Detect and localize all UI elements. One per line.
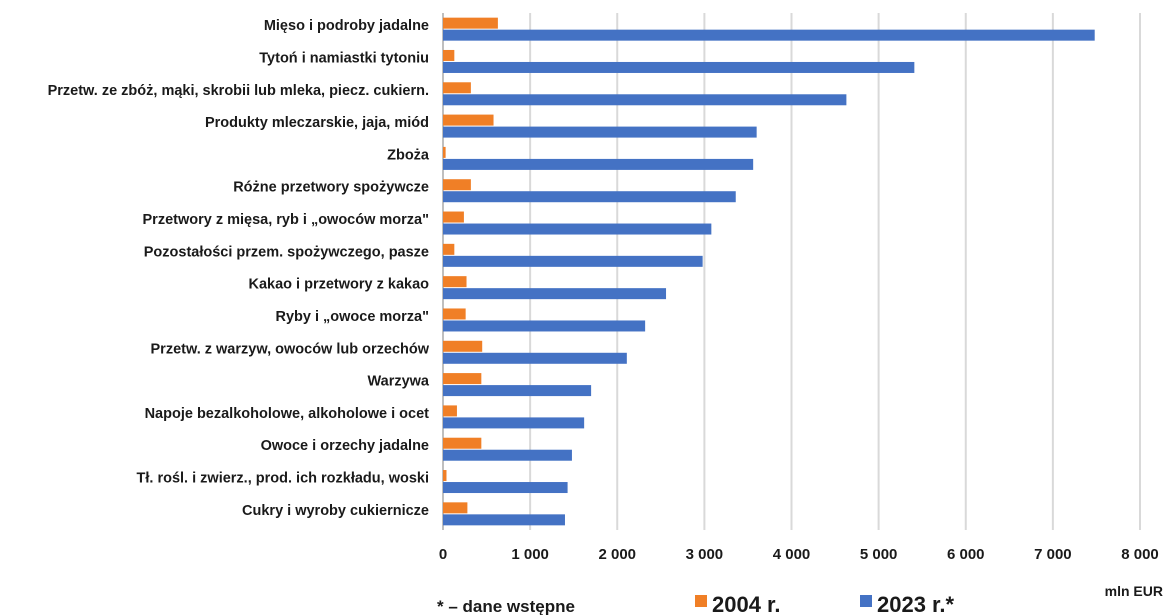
bar-2023 — [443, 191, 736, 203]
category-label: Owoce i orzechy jadalne — [261, 438, 429, 454]
bar-2023 — [443, 449, 572, 461]
bar-2023 — [443, 385, 592, 397]
category-labels: Mięso i podroby jadalne Tytoń i namiastki… — [48, 18, 430, 519]
x-tick-label: 3 000 — [686, 546, 724, 563]
bar-2004 — [443, 437, 482, 449]
bar-2004 — [443, 243, 455, 255]
x-tick-label: 1 000 — [511, 546, 549, 563]
x-tick-label: 2 000 — [598, 546, 636, 563]
category-label: Różne przetwory spożywcze — [233, 180, 429, 196]
bar-2004 — [443, 308, 466, 320]
bar-2004 — [443, 49, 455, 61]
category-label: Przetw. z warzyw, owoców lub orzechów — [151, 341, 430, 357]
category-label: Kakao i przetwory z kakao — [248, 277, 429, 293]
legend-swatch-2004 — [695, 595, 707, 607]
category-label: Pozostałości przem. spożywczego, pasze — [144, 244, 429, 260]
bar-2023 — [443, 417, 585, 429]
bar-2023 — [443, 255, 703, 267]
legend-label-2004: 2004 r. — [712, 592, 781, 615]
x-tick-labels: 0 1 000 2 000 3 000 4 000 5 000 6 000 7 000 8 00… — [439, 546, 1159, 563]
category-label: Produkty mleczarskie, jaja, miód — [205, 115, 429, 131]
bar-2004 — [443, 211, 464, 223]
category-label: Przetw. ze zbóż, mąki, skrobii lub mleka… — [48, 83, 429, 99]
footnote: * – dane wstępne — [437, 597, 575, 615]
legend-label-2023: 2023 r.* — [877, 592, 955, 615]
bar-2023 — [443, 158, 754, 170]
bar-2023 — [443, 126, 757, 138]
bar-2004 — [443, 470, 447, 482]
bar-2004 — [443, 276, 467, 288]
x-tick-label: 7 000 — [1034, 546, 1072, 563]
category-label: Tytoń i namiastki tytoniu — [259, 50, 429, 66]
bar-2004 — [443, 179, 471, 191]
category-label: Napoje bezalkoholowe, alkoholowe i ocet — [145, 406, 430, 422]
category-label: Zboża — [387, 147, 430, 163]
bar-2004 — [443, 373, 482, 385]
bar-2004 — [443, 17, 498, 29]
category-label: Tł. rośl. i zwierz., prod. ich rozkładu,… — [137, 471, 429, 487]
category-label: Warzywa — [367, 374, 429, 390]
x-tick-label: 4 000 — [773, 546, 811, 563]
bar-2023 — [443, 288, 667, 300]
x-tick-label: 6 000 — [947, 546, 985, 563]
legend-swatch-2023 — [860, 595, 872, 607]
category-label: Mięso i podroby jadalne — [264, 18, 429, 34]
bar-2023 — [443, 352, 627, 364]
bar-2004 — [443, 146, 446, 158]
bar-2023 — [443, 482, 568, 494]
bar-2023 — [443, 223, 712, 235]
bar-2023 — [443, 29, 1095, 41]
legend: 2004 r. 2023 r.* — [695, 592, 955, 615]
category-label: Przetwory z mięsa, ryb i „owoców morza" — [143, 212, 429, 228]
bar-2023 — [443, 514, 565, 526]
bar-2004 — [443, 114, 494, 126]
bar-2004 — [443, 340, 483, 352]
bar-2023 — [443, 320, 646, 332]
bar-2004 — [443, 502, 468, 514]
category-label: Ryby i „owoce morza" — [275, 309, 429, 325]
bar-2023 — [443, 94, 847, 106]
bars — [443, 17, 1095, 526]
x-tick-label: 0 — [439, 546, 447, 563]
bar-2004 — [443, 82, 471, 94]
category-label: Cukry i wyroby cukiernicze — [242, 503, 429, 519]
bar-2004 — [443, 405, 457, 417]
x-tick-label: 5 000 — [860, 546, 898, 563]
x-axis-unit-label: mln EUR — [1105, 583, 1163, 599]
bar-2023 — [443, 61, 915, 73]
x-tick-label: 8 000 — [1121, 546, 1159, 563]
